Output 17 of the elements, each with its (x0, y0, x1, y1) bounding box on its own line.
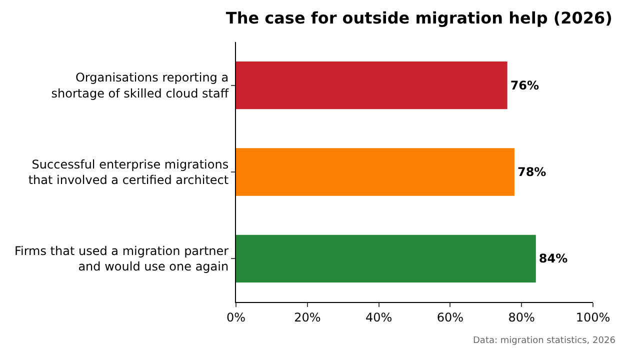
x-tick-label: 100% (576, 310, 610, 324)
bar (236, 148, 514, 196)
bar (236, 234, 536, 282)
y-tick-label: Firms that used a migration partner and would use one again (14, 244, 229, 274)
chart-title: The case for outside migration help (2026) (226, 8, 612, 28)
x-tick-label: 60% (436, 310, 464, 324)
data-label: 84% (538, 252, 568, 266)
x-tick-label: 80% (508, 310, 535, 324)
bar (236, 62, 508, 110)
text: Data: migration statistics, 2026 (473, 336, 616, 346)
x-tick-label: 0% (226, 310, 246, 324)
y-tick-label: Organisations reporting a shortage of skilled cloud staff (51, 70, 230, 100)
y-tick-label: Successful enterprise migrations that involved a certified architect (28, 157, 229, 187)
data-label: 78% (517, 165, 546, 179)
x-tick-label: 20% (294, 310, 321, 324)
data-label: 76% (510, 78, 540, 92)
x-tick-label: 40% (365, 310, 392, 324)
